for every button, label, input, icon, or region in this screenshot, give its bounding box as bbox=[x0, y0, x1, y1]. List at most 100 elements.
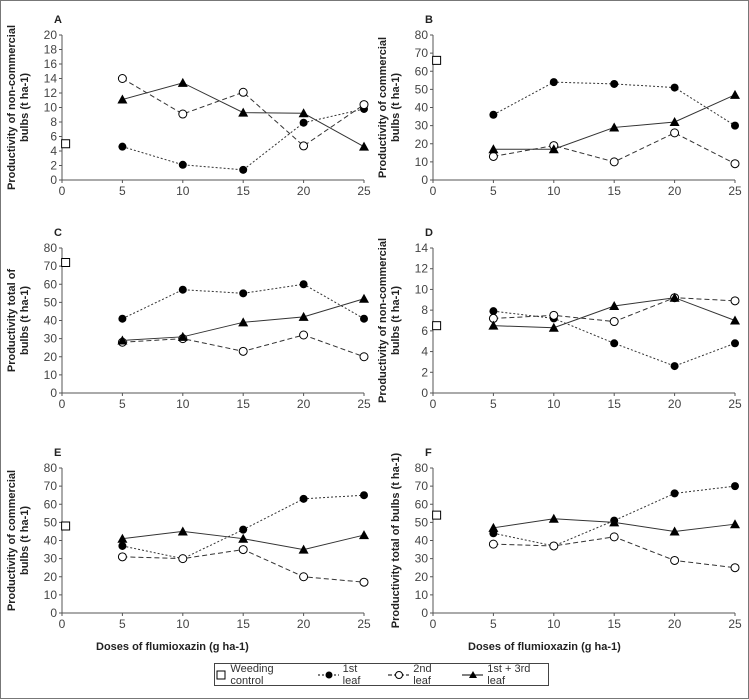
point-1st-leaf bbox=[670, 83, 679, 92]
point-1st-3rd-leaf bbox=[177, 331, 188, 341]
point-2nd-leaf bbox=[359, 577, 369, 587]
legend-label: 1st leaf bbox=[342, 662, 361, 687]
y-axis-label: Productivity of non-commercialbulbs (t h… bbox=[6, 25, 31, 190]
legend-label: Weeding control bbox=[230, 662, 274, 687]
y-tick-label: 0 bbox=[50, 386, 57, 400]
point-1st-leaf bbox=[178, 285, 187, 294]
point-weeding-control bbox=[432, 321, 442, 331]
point-2nd-leaf bbox=[359, 100, 369, 110]
point-1st-leaf bbox=[489, 307, 498, 316]
point-2nd-leaf bbox=[488, 151, 498, 161]
y-tick-label: 20 bbox=[415, 570, 429, 584]
point-2nd-leaf bbox=[238, 545, 248, 555]
point-1st-leaf bbox=[239, 289, 248, 298]
x-tick-label: 5 bbox=[119, 397, 126, 411]
x-tick-label: 0 bbox=[59, 397, 66, 411]
panel-letter: B bbox=[425, 14, 433, 26]
point-weeding-control bbox=[61, 258, 71, 267]
y-tick-label: 4 bbox=[421, 345, 428, 359]
point-2nd-leaf bbox=[670, 128, 680, 138]
x-tick-label: 20 bbox=[668, 617, 682, 631]
point-1st-3rd-leaf bbox=[548, 144, 559, 154]
point-1st-3rd-leaf bbox=[117, 533, 128, 543]
point-1st-leaf bbox=[118, 142, 127, 151]
x-tick-label: 10 bbox=[547, 184, 561, 198]
panel-F: F 0 10 20 30 40 50 60 70 80 0 5 10 15 20 25 Productivity… bbox=[390, 447, 742, 631]
y-axis-label-line: bulbs (t ha-1) bbox=[390, 286, 402, 355]
point-2nd-leaf bbox=[238, 87, 248, 97]
point-1st-leaf bbox=[610, 79, 619, 88]
y-axis-label-line: Productivity of non-commercial bbox=[377, 238, 389, 403]
point-1st-leaf bbox=[360, 314, 368, 323]
point-2nd-leaf bbox=[549, 541, 559, 551]
x-axis-label-left: Doses of flumioxazin (g ha-1) bbox=[96, 641, 249, 653]
series-line-2 bbox=[493, 536, 736, 569]
point-1st-3rd-leaf bbox=[177, 77, 188, 87]
open-circle-dashed-line-icon bbox=[388, 670, 410, 679]
x-axis-label-right: Doses of flumioxazin (g ha-1) bbox=[468, 641, 621, 653]
y-tick-label: 60 bbox=[44, 277, 58, 291]
point-1st-3rd-leaf bbox=[238, 107, 249, 117]
y-tick-label: 80 bbox=[44, 241, 58, 255]
x-tick-label: 15 bbox=[237, 397, 251, 411]
point-1st-3rd-leaf bbox=[609, 301, 620, 310]
y-axis-label-line: bulbs (t ha-1) bbox=[19, 286, 31, 355]
x-tick-label: 0 bbox=[430, 397, 437, 411]
y-axis-label-line: bulbs (t ha-1) bbox=[19, 73, 31, 142]
x-tick-label: 15 bbox=[237, 184, 251, 198]
legend-item-control: Weeding control bbox=[215, 663, 306, 687]
y-tick-label: 40 bbox=[415, 101, 429, 115]
point-1st-leaf bbox=[299, 280, 308, 289]
x-tick-label: 5 bbox=[490, 617, 497, 631]
point-1st-leaf bbox=[299, 118, 308, 127]
y-axis-label-line: Productivity total of bbox=[6, 269, 18, 373]
x-tick-label: 10 bbox=[176, 617, 190, 631]
point-2nd-leaf bbox=[488, 539, 498, 549]
point-2nd-leaf bbox=[117, 552, 127, 562]
x-tick-label: 15 bbox=[608, 184, 622, 198]
point-2nd-leaf bbox=[299, 141, 309, 151]
point-2nd-leaf bbox=[238, 346, 248, 356]
y-tick-label: 20 bbox=[44, 28, 58, 42]
point-1st-3rd-leaf bbox=[298, 311, 309, 321]
filled-triangle-solid-line-icon bbox=[462, 670, 484, 678]
series-line-2 bbox=[122, 549, 365, 583]
point-1st-3rd-leaf bbox=[359, 293, 369, 303]
point-1st-leaf bbox=[731, 121, 739, 130]
y-axis-label: Productivity of commercialbulbs (t ha-1) bbox=[377, 37, 402, 178]
y-tick-label: 30 bbox=[415, 119, 429, 133]
point-1st-leaf bbox=[360, 491, 368, 500]
x-tick-label: 25 bbox=[728, 617, 742, 631]
x-tick-label: 15 bbox=[237, 617, 251, 631]
point-1st-leaf bbox=[489, 110, 498, 119]
y-tick-label: 50 bbox=[44, 295, 58, 309]
y-tick-label: 30 bbox=[44, 332, 58, 346]
point-1st-leaf bbox=[610, 339, 619, 348]
x-tick-label: 5 bbox=[490, 184, 497, 198]
point-1st-leaf bbox=[731, 482, 739, 491]
point-1st-3rd-leaf bbox=[359, 530, 369, 540]
point-1st-3rd-leaf bbox=[238, 533, 249, 543]
point-1st-leaf bbox=[118, 314, 127, 323]
x-tick-label: 25 bbox=[728, 397, 742, 411]
y-tick-label: 50 bbox=[415, 515, 429, 529]
y-tick-label: 40 bbox=[415, 534, 429, 548]
point-2nd-leaf bbox=[178, 109, 188, 119]
x-tick-label: 25 bbox=[728, 184, 742, 198]
panel-letter: A bbox=[54, 14, 62, 26]
point-1st-3rd-leaf bbox=[177, 526, 188, 536]
y-tick-label: 80 bbox=[44, 461, 58, 475]
y-tick-label: 70 bbox=[44, 479, 58, 493]
y-tick-label: 20 bbox=[44, 350, 58, 364]
x-tick-label: 15 bbox=[608, 397, 622, 411]
point-1st-leaf bbox=[731, 339, 739, 348]
filled-circle-dotted-line-icon bbox=[317, 671, 339, 678]
y-tick-label: 80 bbox=[415, 28, 429, 42]
panel-D: D 0 2 4 6 8 10 12 14 0 5 10 15 20 25 Productivity of no… bbox=[377, 227, 742, 411]
point-weeding-control bbox=[432, 510, 442, 520]
y-tick-label: 40 bbox=[44, 314, 58, 328]
x-tick-label: 20 bbox=[668, 184, 682, 198]
y-tick-label: 70 bbox=[415, 479, 429, 493]
point-1st-3rd-leaf bbox=[609, 517, 620, 527]
